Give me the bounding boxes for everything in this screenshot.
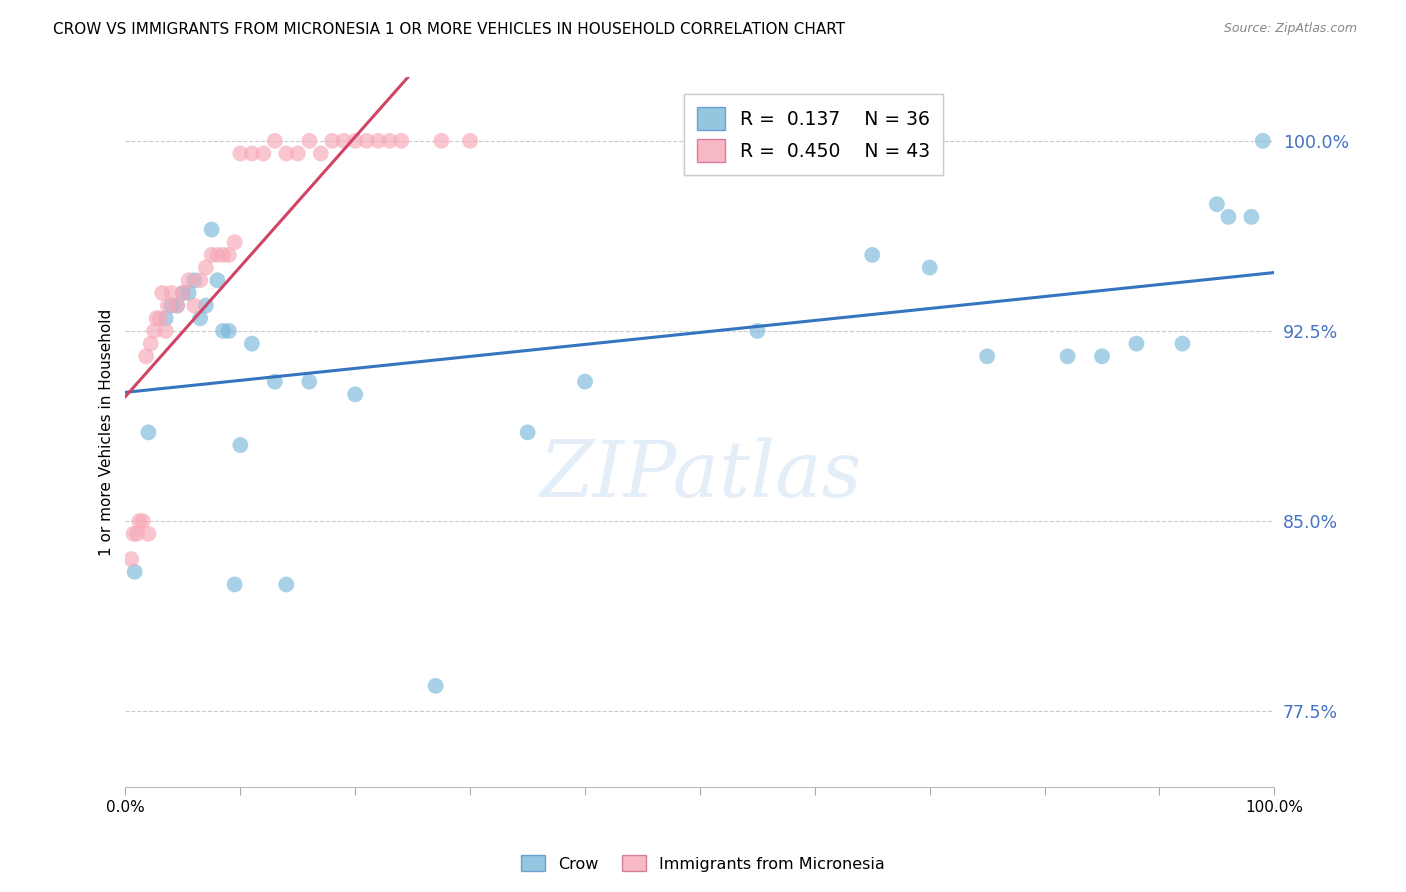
- Point: [138, 526, 160, 541]
- Y-axis label: 1 or more Vehicles in Household: 1 or more Vehicles in Household: [100, 309, 114, 556]
- Point: [207, 248, 229, 262]
- Point: [1171, 336, 1194, 351]
- Point: [125, 526, 148, 541]
- Point: [135, 349, 157, 363]
- Point: [229, 438, 252, 452]
- Point: [860, 248, 883, 262]
- Point: [194, 260, 217, 275]
- Point: [201, 222, 224, 236]
- Point: [356, 134, 378, 148]
- Point: [747, 324, 769, 338]
- Point: [177, 285, 200, 300]
- Legend: Crow, Immigrants from Micronesia: Crow, Immigrants from Micronesia: [513, 847, 893, 880]
- Point: [177, 273, 200, 287]
- Point: [425, 679, 447, 693]
- Point: [218, 324, 240, 338]
- Point: [188, 311, 211, 326]
- Point: [263, 375, 285, 389]
- Point: [1056, 349, 1078, 363]
- Text: 0.0%: 0.0%: [105, 800, 145, 815]
- Point: [1091, 349, 1114, 363]
- Point: [194, 299, 217, 313]
- Point: [149, 311, 172, 326]
- Point: [183, 299, 205, 313]
- Point: [321, 134, 343, 148]
- Point: [344, 387, 367, 401]
- Point: [252, 146, 274, 161]
- Point: [430, 134, 453, 148]
- Point: [332, 134, 354, 148]
- Point: [229, 146, 252, 161]
- Point: [160, 285, 183, 300]
- Point: [128, 514, 150, 528]
- Point: [155, 324, 177, 338]
- Point: [218, 248, 240, 262]
- Text: ZIPatlas: ZIPatlas: [538, 437, 860, 513]
- Point: [183, 273, 205, 287]
- Point: [166, 299, 188, 313]
- Point: [166, 299, 188, 313]
- Point: [172, 285, 194, 300]
- Point: [207, 273, 229, 287]
- Point: [240, 146, 263, 161]
- Point: [160, 299, 183, 313]
- Point: [172, 285, 194, 300]
- Point: [212, 324, 235, 338]
- Point: [120, 552, 142, 566]
- Legend: R =  0.137    N = 36, R =  0.450    N = 43: R = 0.137 N = 36, R = 0.450 N = 43: [683, 94, 943, 176]
- Point: [287, 146, 309, 161]
- Point: [150, 285, 173, 300]
- Point: [1251, 134, 1274, 148]
- Point: [224, 577, 246, 591]
- Point: [298, 134, 321, 148]
- Point: [122, 526, 145, 541]
- Point: [240, 336, 263, 351]
- Point: [263, 134, 285, 148]
- Point: [156, 299, 179, 313]
- Point: [574, 375, 596, 389]
- Point: [309, 146, 332, 161]
- Point: [145, 311, 167, 326]
- Point: [188, 273, 211, 287]
- Point: [138, 425, 160, 440]
- Point: [1240, 210, 1263, 224]
- Point: [1125, 336, 1147, 351]
- Point: [201, 248, 224, 262]
- Point: [276, 577, 298, 591]
- Point: [389, 134, 412, 148]
- Point: [143, 324, 166, 338]
- Point: [212, 248, 235, 262]
- Point: [276, 146, 298, 161]
- Point: [1206, 197, 1229, 211]
- Point: [378, 134, 401, 148]
- Point: [224, 235, 246, 250]
- Point: [344, 134, 367, 148]
- Point: [918, 260, 941, 275]
- Point: [1218, 210, 1240, 224]
- Text: CROW VS IMMIGRANTS FROM MICRONESIA 1 OR MORE VEHICLES IN HOUSEHOLD CORRELATION C: CROW VS IMMIGRANTS FROM MICRONESIA 1 OR …: [53, 22, 845, 37]
- Point: [516, 425, 538, 440]
- Text: Source: ZipAtlas.com: Source: ZipAtlas.com: [1223, 22, 1357, 36]
- Point: [367, 134, 389, 148]
- Point: [139, 336, 162, 351]
- Point: [458, 134, 481, 148]
- Point: [131, 514, 153, 528]
- Text: 100.0%: 100.0%: [1246, 800, 1303, 815]
- Point: [976, 349, 998, 363]
- Point: [298, 375, 321, 389]
- Point: [124, 565, 146, 579]
- Point: [155, 311, 177, 326]
